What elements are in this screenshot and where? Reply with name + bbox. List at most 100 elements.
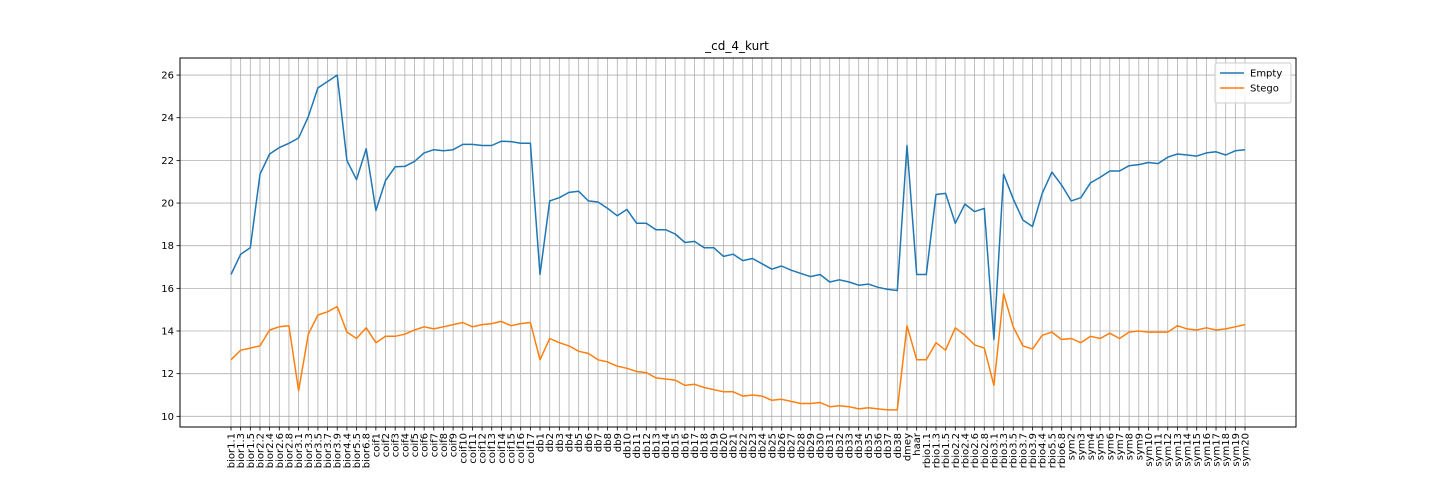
- x-tick-label: db31: [825, 433, 836, 458]
- x-tick-label: db20: [719, 433, 730, 458]
- x-tick-label: sym17: [1212, 433, 1223, 467]
- x-tick-label: rbio1.1: [922, 433, 933, 468]
- plot-frame: [179, 57, 1297, 428]
- x-tick-label: coif5: [410, 433, 421, 457]
- x-tick-label: rbio3.3: [999, 433, 1010, 468]
- x-tick-label: db12: [642, 433, 653, 458]
- x-tick-label: bior4.4: [342, 433, 353, 468]
- x-tick-label: db3: [555, 433, 566, 452]
- x-tick-label: db2: [545, 433, 556, 452]
- x-tick-label: rbio2.2: [951, 433, 962, 468]
- x-tick-label: coif9: [449, 433, 460, 457]
- x-tick-label: sym11: [1154, 433, 1165, 467]
- series-line-stego: [230, 292, 1246, 411]
- y-tick-label: 20: [161, 199, 174, 210]
- x-tick-label: bior6.8: [362, 433, 373, 468]
- x-tick-label: coif3: [391, 433, 402, 457]
- x-tick-label: db33: [845, 433, 856, 458]
- y-tick-label: 10: [161, 412, 174, 423]
- x-tick-label: db28: [796, 433, 807, 458]
- x-tick-label: db5: [574, 433, 585, 452]
- legend-label: Empty: [1250, 69, 1282, 80]
- x-tick-label: sym20: [1241, 433, 1252, 467]
- x-tick-label: bior2.2: [255, 433, 266, 468]
- x-tick-label: db24: [758, 433, 769, 458]
- x-tick-label: db8: [603, 433, 614, 452]
- x-tick-label: bior1.5: [246, 433, 257, 468]
- series-lines: [230, 74, 1246, 411]
- x-tick-label: db25: [767, 433, 778, 458]
- x-tick-label: coif16: [516, 433, 527, 464]
- x-tick-label: coif10: [458, 433, 469, 464]
- chart-title: _cd_4_kurt: [704, 39, 769, 53]
- x-tick-label: db6: [584, 433, 595, 452]
- y-tick-label: 12: [161, 369, 174, 380]
- x-tick-label: bior2.6: [275, 433, 286, 468]
- x-tick-label: rbio1.3: [931, 433, 942, 468]
- x-tick-label: coif12: [478, 433, 489, 464]
- x-tick-label: sym19: [1231, 433, 1242, 467]
- x-tick-label: sym8: [1125, 433, 1136, 460]
- x-tick-label: rbio2.8: [980, 433, 991, 468]
- x-tick-label: coif2: [381, 433, 392, 457]
- x-tick-label: rbio3.5: [1009, 433, 1020, 468]
- x-tick-label: db26: [777, 433, 788, 458]
- x-tick-label: db11: [632, 433, 643, 458]
- x-tick-label: bior3.9: [333, 433, 344, 468]
- series-line-empty: [230, 74, 1246, 341]
- x-tick-label: bior3.7: [323, 433, 334, 468]
- x-tick-label: db14: [661, 433, 672, 458]
- x-tick-label: coif6: [420, 433, 431, 457]
- x-tick-label: db1: [536, 433, 547, 452]
- x-tick-label: db15: [671, 433, 682, 458]
- x-tick-label: bior5.5: [352, 433, 363, 468]
- x-tick-label: rbio6.8: [1057, 433, 1068, 468]
- x-tick-label: bior3.5: [313, 433, 324, 468]
- x-tick-label: haar: [912, 432, 923, 456]
- x-tick-label: sym15: [1192, 433, 1203, 467]
- axes: bior1.1bior1.3bior1.5bior2.2bior2.4bior2…: [161, 71, 1251, 469]
- x-tick-label: bior3.3: [304, 433, 315, 468]
- x-tick-label: coif17: [526, 433, 537, 464]
- x-tick-label: db30: [816, 433, 827, 458]
- x-tick-label: sym14: [1183, 433, 1194, 467]
- legend: Empty Stego: [1214, 62, 1292, 104]
- y-tick-label: 24: [161, 113, 174, 124]
- x-tick-label: bior1.3: [236, 433, 247, 468]
- x-tick-label: rbio1.5: [941, 433, 952, 468]
- x-tick-label: rbio3.1: [989, 433, 1000, 468]
- x-tick-label: sym9: [1134, 433, 1145, 460]
- x-tick-label: db37: [883, 433, 894, 458]
- x-tick-label: db18: [700, 433, 711, 458]
- x-tick-label: rbio3.7: [1018, 433, 1029, 468]
- x-tick-label: db13: [651, 433, 662, 458]
- x-tick-label: db36: [874, 433, 885, 458]
- x-tick-label: coif13: [487, 433, 498, 464]
- x-tick-label: coif14: [497, 433, 508, 464]
- x-tick-label: db32: [835, 433, 846, 458]
- x-tick-label: rbio2.4: [960, 433, 971, 468]
- grid: [180, 58, 1296, 427]
- y-tick-label: 18: [161, 241, 174, 252]
- x-tick-label: sym16: [1202, 433, 1213, 467]
- x-tick-label: db21: [729, 433, 740, 458]
- y-tick-label: 26: [161, 71, 174, 82]
- x-tick-label: bior2.8: [284, 433, 295, 468]
- legend-label: Stego: [1250, 84, 1279, 95]
- x-tick-label: coif1: [371, 433, 382, 457]
- x-tick-label: bior3.1: [294, 433, 305, 468]
- x-tick-label: rbio2.6: [970, 433, 981, 468]
- x-tick-label: db22: [738, 433, 749, 458]
- x-tick-label: bior1.1: [227, 433, 238, 468]
- x-tick-label: sym4: [1086, 433, 1097, 460]
- x-tick-label: sym13: [1173, 433, 1184, 467]
- x-tick-label: db4: [565, 433, 576, 452]
- x-tick-label: sym6: [1105, 433, 1116, 460]
- y-tick-label: 22: [161, 156, 174, 167]
- y-tick-label: 16: [161, 284, 174, 295]
- x-tick-label: db23: [748, 433, 759, 458]
- x-tick-label: db27: [787, 433, 798, 458]
- y-tick-label: 14: [161, 327, 174, 338]
- x-tick-label: sym7: [1115, 433, 1126, 460]
